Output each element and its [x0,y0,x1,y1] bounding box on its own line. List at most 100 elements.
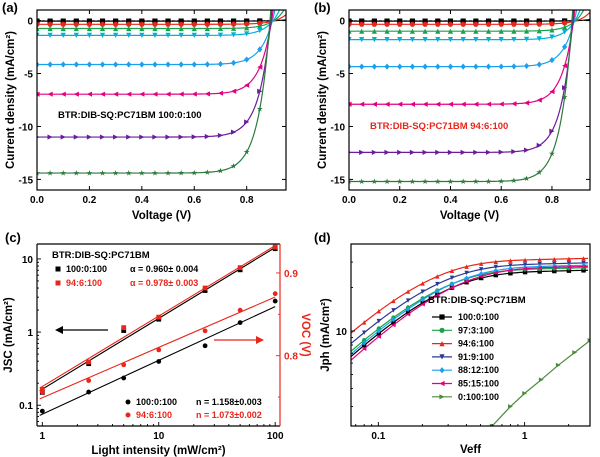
data-point-94:6:100 [473,28,479,34]
data-point-88:12:100 [376,328,382,334]
data-point-88:12:100 [139,61,145,68]
data-point-94:6:100 [376,309,382,314]
data-point-94:6:100 [549,27,555,33]
data-point-100:0:100 [244,18,250,24]
y-tick-label: -15 [19,175,34,186]
data-point-91:9:100 [86,32,93,39]
data-point-85:15:100 [422,101,428,107]
data-point-91:9:100b [485,149,492,155]
data-point-94:6:100 [230,25,237,31]
data-point-94:6:100 [511,28,517,34]
data-point-100:0:100 [384,18,390,24]
data-point-97:3:100 [435,21,441,27]
voc-point [121,362,127,368]
data-point-85:15:100 [478,274,484,279]
data-point-97:3:100 [549,21,555,27]
data-point-85:15:100 [37,91,40,97]
voc-point [202,328,208,334]
voc-point [237,320,243,325]
y-axis-label: Jph (mA/cm²) [320,298,332,372]
data-point-91:9:100b [473,149,479,155]
data-point-91:9:100b [498,149,504,155]
data-point-0:100:100 [510,177,517,184]
data-point-100:0:100 [493,272,499,278]
voc-point [237,307,243,313]
data-point-88:12:100 [359,63,365,70]
data-point-94:6:100 [447,28,454,34]
data-point-100:0:100 [405,309,411,315]
data-point-91:9:100b [139,134,145,140]
y-tick-label: 0.1 [19,401,33,412]
data-point-94:6:100 [537,257,542,262]
data-point-97:3:100 [397,21,403,27]
data-point-100:0:100 [230,18,237,24]
data-point-94:6:100 [349,28,352,34]
data-point-91:9:100 [405,298,411,303]
data-point-91:9:100 [37,32,40,39]
x-tick-label: 0.2 [82,195,96,206]
jsc-point [39,386,45,392]
data-point-85:15:100 [384,101,390,107]
data-point-100:0:100 [508,271,513,276]
legend-label: 100:0:100 [136,397,177,407]
data-point-85:15:100 [493,270,499,275]
data-point-94:6:100 [139,25,145,32]
data-point-94:6:100 [536,28,542,34]
data-point-88:12:100 [447,63,454,70]
x-tick-label: 0.8 [545,195,559,206]
legend-n: n = 1.073±0.002 [196,410,262,420]
data-point-91:9:100b [371,149,377,156]
data-point-94:6:100 [391,298,396,304]
data-point-100:0:100 [60,18,66,24]
data-point-88:12:100 [473,63,479,70]
data-point-85:15:100 [257,64,263,70]
data-point-0:100:100 [384,178,391,185]
axes-frame [36,9,287,191]
data-point-0:100:100 [151,169,158,176]
data-point-91:9:100b [523,147,530,153]
data-point-100:0:100 [485,18,492,24]
y-tick-label: 1 [27,328,33,339]
data-point-91:9:100 [493,264,499,270]
data-point-88:12:100 [498,63,504,70]
x-axis-label: Voltage (V) [132,210,191,222]
data-point-97:3:100 [126,21,132,27]
x-axis-label: Light intensity (mW/cm²) [91,445,225,457]
data-point-94:6:100 [126,25,132,32]
legend-marker [439,394,445,400]
data-point-91:9:100b [422,149,428,156]
data-point-91:9:100 [523,36,530,42]
data-point-91:9:100b [73,134,79,140]
x-tick-label: 0.4 [135,195,149,206]
data-point-88:12:100 [397,63,403,70]
y-tick-label: -15 [331,175,346,186]
data-point-85:15:100 [473,101,479,107]
data-point-88:12:100 [244,56,250,63]
series-line-100:0:100 [351,269,588,357]
data-point-97:3:100 [37,21,40,27]
data-point-97:3:100 [99,21,106,27]
data-point-88:12:100 [522,264,528,270]
data-point-88:12:100 [37,61,40,68]
data-point-85:15:100 [405,312,411,317]
data-point-100:0:100 [536,18,542,24]
data-point-88:12:100 [178,61,184,68]
data-point-88:12:100 [204,61,210,68]
data-point-low [489,423,495,426]
data-point-91:9:100 [447,37,454,43]
data-point-97:3:100 [523,21,530,27]
data-point-91:9:100 [244,31,250,37]
data-point-88:12:100 [435,288,440,294]
data-point-91:9:100 [435,37,441,43]
data-point-91:9:100 [349,37,352,43]
voc-point [39,389,45,395]
series-line-0:100:100 [37,10,272,174]
x-tick-label: 0.6 [187,195,201,206]
data-point-100:0:100 [178,18,184,24]
data-point-88:12:100 [384,63,390,70]
series-line-94:6:100 [351,257,588,334]
data-point-88:12:100 [191,61,197,68]
legend-label: 94:6:100 [136,410,172,420]
data-point-91:9:100 [511,36,517,43]
